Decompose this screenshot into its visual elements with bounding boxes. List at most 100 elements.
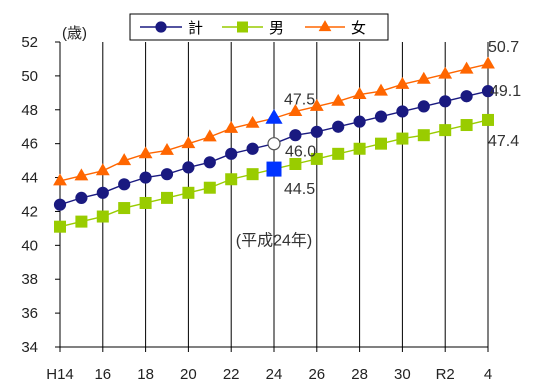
- data-point: [139, 196, 152, 209]
- data-point: [118, 202, 131, 215]
- data-point: [481, 85, 495, 98]
- series-triangle: [53, 56, 495, 186]
- x-tick-label: 22: [223, 366, 240, 383]
- data-point: [160, 142, 174, 155]
- data-point: [438, 66, 453, 79]
- highlight-point: [266, 161, 282, 177]
- y-tick-label: 42: [21, 203, 38, 220]
- data-point: [53, 173, 67, 186]
- y-tick-label: 36: [21, 305, 38, 322]
- x-tick-label: H14: [46, 366, 74, 383]
- data-point: [331, 93, 346, 106]
- data-point: [139, 171, 152, 184]
- series-lines: [53, 56, 495, 233]
- data-point: [246, 168, 259, 181]
- data-point: [203, 181, 216, 194]
- data-point: [54, 220, 66, 233]
- data-point: [289, 129, 302, 142]
- y-tick-label: 48: [21, 102, 38, 119]
- y-tick-label: 44: [21, 170, 38, 187]
- data-point: [310, 125, 323, 138]
- y-tick-label: 46: [21, 136, 38, 153]
- annotations: 47.5 46.0 44.5 50.7 49.1 47.4 (平成24年): [236, 39, 521, 249]
- data-point: [117, 153, 132, 166]
- data-point: [353, 115, 366, 128]
- data-label: 49.1: [490, 83, 521, 100]
- data-label: 50.7: [488, 39, 519, 56]
- legend-label: 男: [269, 19, 284, 37]
- data-point: [182, 161, 195, 174]
- legend-label: 女: [351, 19, 366, 37]
- data-label: 44.5: [284, 181, 315, 198]
- data-point: [416, 71, 431, 84]
- data-point: [289, 158, 302, 170]
- data-label: (平成24年): [236, 231, 312, 249]
- data-point: [352, 87, 367, 99]
- legend-item: 男: [222, 19, 284, 37]
- x-tick-label: 20: [180, 366, 197, 383]
- highlight-point: [265, 109, 283, 124]
- data-point: [95, 163, 110, 176]
- x-tick-label: 24: [266, 366, 283, 383]
- data-point: [160, 168, 174, 181]
- data-point: [332, 120, 345, 133]
- legend-marker: [237, 21, 248, 33]
- legend: 計男女: [129, 13, 389, 41]
- data-point: [53, 198, 67, 211]
- data-label: 46.0: [285, 144, 316, 161]
- data-point: [395, 76, 410, 89]
- highlight-point: [267, 137, 281, 151]
- x-tick-label: 4: [484, 366, 492, 383]
- y-tick-label: 50: [21, 68, 38, 85]
- legend-label: 計: [188, 19, 203, 37]
- y-tick-labels: 34 36 38 40 42 44 46 48 50 52: [21, 34, 60, 356]
- data-point: [202, 129, 217, 142]
- data-point: [310, 152, 323, 165]
- data-point: [245, 115, 260, 128]
- data-point: [182, 186, 195, 199]
- y-axis-label: (歳): [62, 25, 87, 42]
- data-point: [203, 156, 216, 169]
- data-point: [224, 120, 239, 133]
- data-point: [482, 113, 494, 126]
- data-point: [118, 178, 131, 191]
- data-point: [181, 136, 196, 149]
- data-point: [96, 186, 109, 199]
- x-tick-labels: H14 16 18 20 22 24 26 28 30 R2 4: [46, 347, 492, 383]
- data-point: [459, 61, 474, 74]
- data-point: [396, 105, 409, 118]
- data-point: [309, 98, 324, 111]
- data-point: [75, 215, 88, 228]
- y-tick-label: 52: [21, 34, 38, 51]
- data-point: [74, 168, 89, 181]
- data-point: [374, 83, 388, 96]
- data-point: [225, 173, 238, 186]
- data-point: [75, 191, 88, 204]
- y-tick-label: 38: [21, 271, 38, 288]
- data-point: [460, 119, 473, 132]
- data-point: [439, 95, 452, 108]
- x-tick-label: R2: [436, 366, 455, 383]
- legend-item: 女: [305, 19, 366, 37]
- x-tick-label: 26: [308, 366, 325, 383]
- data-point: [396, 132, 409, 145]
- y-tick-label: 34: [21, 339, 38, 356]
- data-point: [417, 100, 430, 113]
- data-point: [138, 146, 153, 159]
- data-point: [481, 56, 495, 69]
- data-point: [353, 142, 366, 155]
- legend-item: 計: [140, 19, 203, 37]
- x-tick-label: 30: [394, 366, 411, 383]
- highlight-markers: [265, 109, 283, 177]
- data-point: [417, 129, 430, 142]
- data-point: [225, 147, 238, 160]
- data-point: [460, 90, 473, 103]
- data-point: [374, 110, 388, 123]
- data-point: [332, 147, 345, 160]
- legend-marker: [155, 21, 167, 33]
- legend-marker: [318, 20, 332, 32]
- data-point: [439, 124, 452, 137]
- x-tick-label: 16: [94, 366, 111, 383]
